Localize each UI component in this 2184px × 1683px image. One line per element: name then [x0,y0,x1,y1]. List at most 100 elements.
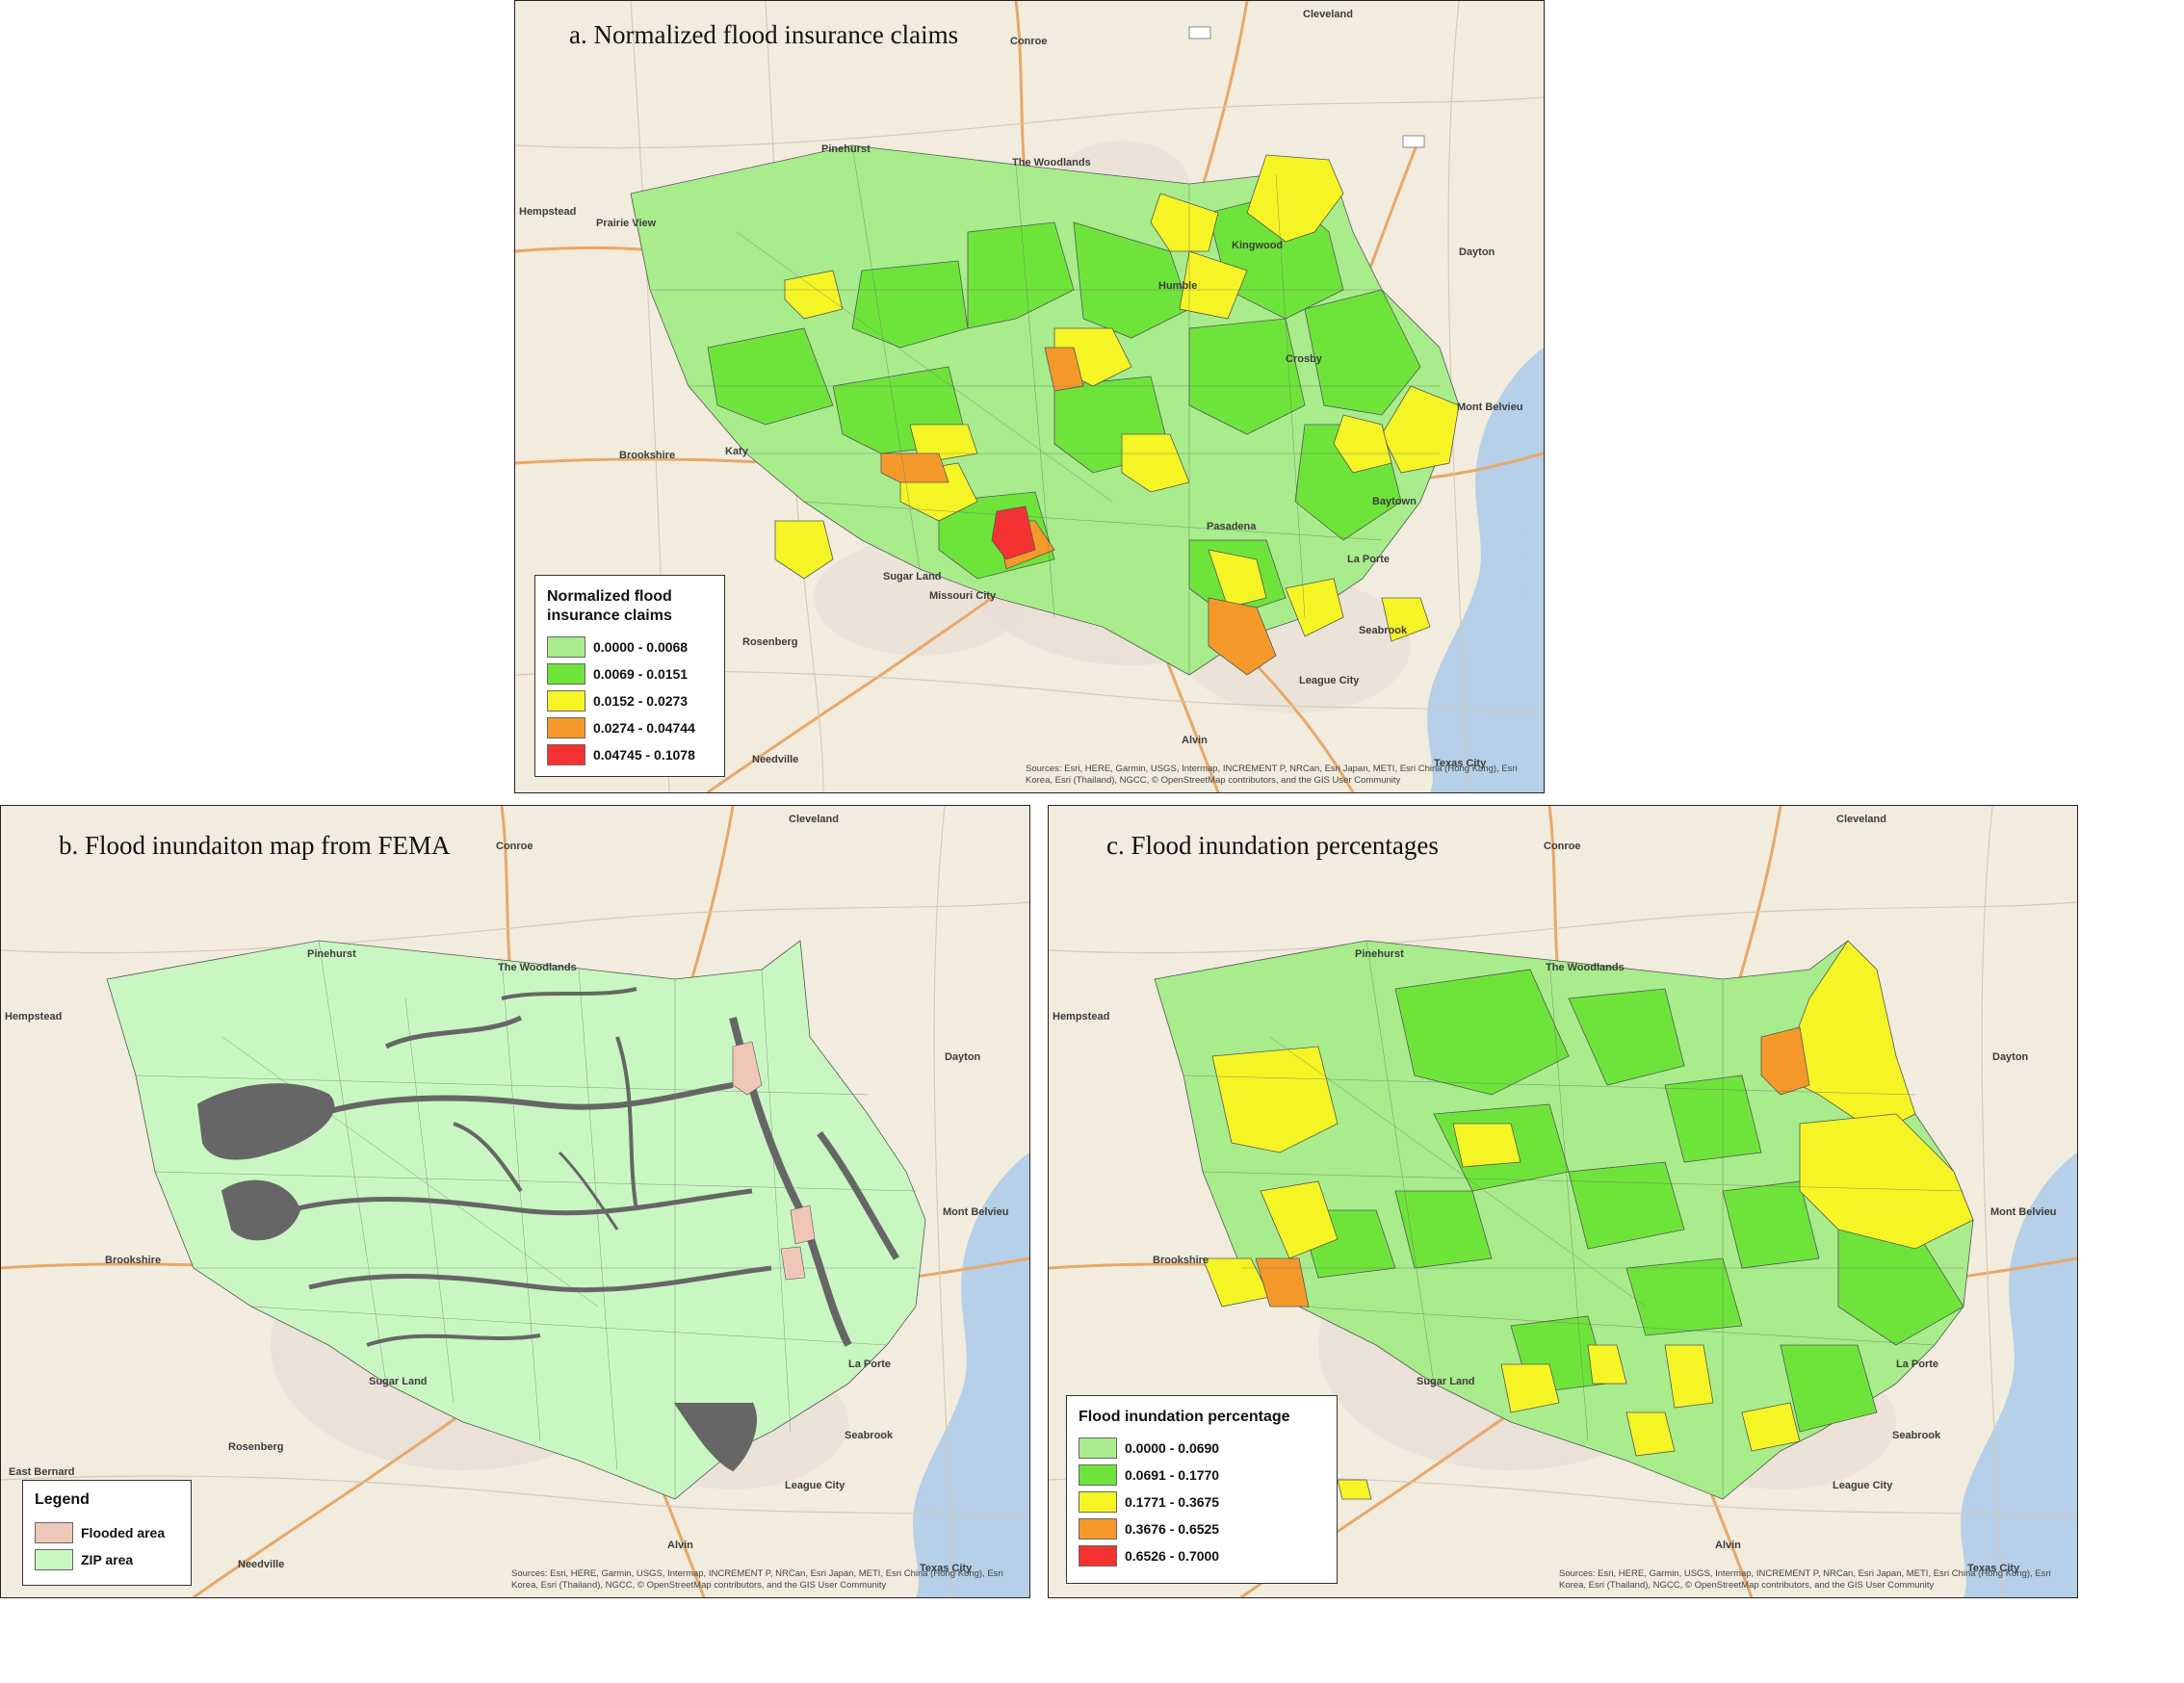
legend-swatch [1079,1437,1117,1459]
legend-swatch [1079,1545,1117,1566]
place-label: Pinehurst [307,948,356,960]
legend-item: 0.0152 - 0.0273 [547,687,713,714]
place-label: Conroe [1010,36,1048,47]
place-label: Mont Belvieu [1457,401,1523,413]
legend-label: 0.0274 - 0.04744 [593,720,695,736]
place-label: Seabrook [845,1430,894,1441]
place-label: Katy [725,446,748,457]
place-label: Alvin [1182,735,1208,746]
place-label: Pinehurst [1355,948,1404,960]
legend-label: 0.0691 - 0.1770 [1125,1467,1220,1483]
place-label: Conroe [496,841,533,852]
place-label: La Porte [1347,554,1391,565]
place-label: The Woodlands [1012,157,1091,168]
place-label: Texas City [1967,1563,2020,1574]
place-label: La Porte [848,1359,892,1370]
legend-item: Flooded area [35,1519,179,1546]
place-label: East Bernard [9,1466,75,1478]
legend-label: 0.0000 - 0.0690 [1125,1440,1220,1456]
legend-label: 0.1771 - 0.3675 [1125,1494,1220,1510]
legend-swatch [35,1549,73,1570]
place-label: Prairie View [596,218,657,229]
legend-swatch [547,744,585,765]
place-label: Alvin [1715,1540,1741,1551]
legend-item: 0.1771 - 0.3675 [1079,1489,1325,1515]
panel-a-title: a. Normalized flood insurance claims [569,20,959,49]
place-label: Mont Belvieu [1990,1206,2057,1218]
attribution-text: Sources: Esri, HERE, Garmin, USGS, Inter… [1026,764,1518,786]
panel-b-title: b. Flood inundaiton map from FEMA [59,831,451,860]
legend-panel-a: Normalized flood insurance claims 0.0000… [534,575,725,777]
place-label: La Porte [1896,1359,1939,1370]
legend-panel-b: Legend Flooded area ZIP area [22,1480,192,1586]
legend-label: 0.0000 - 0.0068 [593,639,689,655]
legend-title: Legend [35,1491,90,1508]
legend-item: ZIP area [35,1546,179,1573]
legend-item: 0.0691 - 0.1770 [1079,1462,1325,1489]
legend-label: 0.6526 - 0.7000 [1125,1548,1220,1564]
legend-item: 0.0274 - 0.04744 [547,714,713,741]
place-label: The Woodlands [1546,962,1625,973]
place-label: Sugar Land [369,1376,428,1387]
place-label: Hempstead [5,1011,63,1023]
place-label: Dayton [945,1051,981,1063]
place-label: Sugar Land [1417,1376,1475,1387]
legend-item: 0.0069 - 0.0151 [547,660,713,687]
place-label: Seabrook [1892,1430,1941,1441]
place-label: Kingwood [1232,240,1284,251]
place-label: The Woodlands [498,962,577,973]
panel-c-map: c. Flood inundation percentages Clevelan… [1048,805,2078,1598]
legend-swatch [547,690,585,712]
panel-a-map: a. Normalized flood insurance claims Cle… [514,0,1545,793]
place-label: Hempstead [519,206,577,218]
place-label: Hempstead [1053,1011,1110,1023]
legend-label: Flooded area [81,1525,166,1541]
legend-item: 0.3676 - 0.6525 [1079,1515,1325,1542]
place-label: Conroe [1544,841,1581,852]
place-label: League City [785,1480,845,1491]
attribution-text: Sources: Esri, HERE, Garmin, USGS, Inter… [1559,1568,2051,1591]
place-label: Baytown [1372,496,1417,507]
legend-swatch [547,663,585,685]
legend-label: 0.0069 - 0.0151 [593,666,689,682]
place-label: Brookshire [1153,1255,1209,1266]
legend-item: 0.0000 - 0.0690 [1079,1435,1325,1462]
place-label: Seabrook [1359,625,1408,636]
place-label: Texas City [1434,758,1487,769]
place-label: Cleveland [1836,814,1886,825]
place-label: Rosenberg [228,1441,284,1453]
place-label: Rosenberg [742,636,798,648]
place-label: Crosby [1286,353,1322,365]
place-label: Dayton [1459,246,1495,258]
place-label: Texas City [920,1563,973,1574]
place-label: Needville [752,754,799,765]
legend-item: 0.0000 - 0.0068 [547,634,713,660]
legend-label: 0.04745 - 0.1078 [593,747,695,763]
legend-swatch [1079,1518,1117,1540]
place-label: Pinehurst [821,143,871,155]
place-label: Cleveland [1303,9,1353,20]
legend-swatch [1079,1491,1117,1513]
place-label: Sugar Land [883,571,942,583]
panel-b-map: b. Flood inundaiton map from FEMA Clevel… [0,805,1030,1598]
legend-label: ZIP area [81,1552,134,1567]
place-label: Dayton [1992,1051,2029,1063]
legend-swatch [1079,1464,1117,1486]
place-label: Humble [1158,280,1198,292]
legend-title: Normalized flood insurance claims [547,588,672,624]
legend-swatch [547,717,585,738]
place-label: Cleveland [789,814,839,825]
legend-item: 0.6526 - 0.7000 [1079,1542,1325,1569]
place-label: League City [1299,675,1360,686]
basemap [1,806,1029,1597]
place-label: Brookshire [105,1255,162,1266]
legend-swatch [35,1522,73,1543]
place-label: Brookshire [619,450,676,461]
place-label: Mont Belvieu [943,1206,1009,1218]
legend-title: Flood inundation percentage [1079,1409,1290,1425]
legend-panel-c: Flood inundation percentage 0.0000 - 0.0… [1066,1395,1338,1584]
place-label: Missouri City [929,590,997,602]
legend-label: 0.3676 - 0.6525 [1125,1521,1220,1537]
legend-item: 0.04745 - 0.1078 [547,741,713,768]
place-label: Alvin [667,1540,693,1551]
